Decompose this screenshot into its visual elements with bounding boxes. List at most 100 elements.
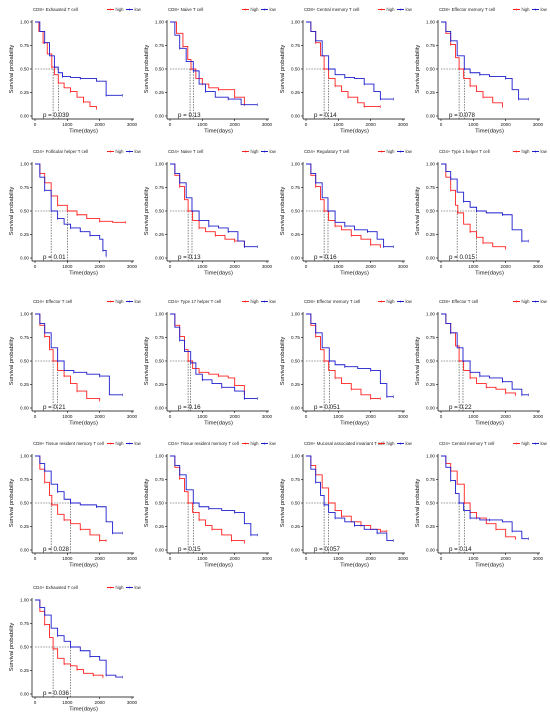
series-high-curve <box>306 22 380 107</box>
x-tick-label: 1000 <box>468 556 479 561</box>
y-tick-label: 0.75 <box>426 335 435 340</box>
legend-low-marker: + <box>534 7 537 13</box>
y-tick-label: 0.75 <box>20 335 29 340</box>
y-tick-label: 1.00 <box>20 598 29 603</box>
legend-high-marker: + <box>244 441 247 447</box>
y-tick-label: 0.50 <box>20 209 29 214</box>
x-tick-label: 3000 <box>262 556 273 561</box>
y-axis-label: Survival probability <box>144 187 150 236</box>
x-tick-label: 1000 <box>468 264 479 269</box>
legend-high-marker: + <box>515 7 518 13</box>
legend-high-label: high <box>522 7 531 12</box>
p-value-label: p = 0.015 <box>449 254 476 261</box>
x-tick-label: 0 <box>440 414 443 419</box>
y-tick-label: 0.00 <box>291 548 300 553</box>
y-tick-label: 0.75 <box>20 621 29 626</box>
legend-high-label: high <box>387 299 396 304</box>
y-tick-label: 0.00 <box>20 406 29 411</box>
legend-high-marker: + <box>515 299 518 305</box>
series-low-curve <box>441 164 528 241</box>
y-tick-label: 0.75 <box>426 477 435 482</box>
y-tick-label: 0.25 <box>426 232 435 237</box>
y-tick-label: 0.00 <box>20 256 29 261</box>
y-tick-label: 0.75 <box>20 43 29 48</box>
x-axis-label: Time(days) <box>340 129 369 135</box>
series-low-curve <box>170 456 257 535</box>
km-plot: CD4+ Exhausted T cell+high+low0.000.250.… <box>6 582 138 712</box>
series-low-curve <box>35 164 106 256</box>
y-tick-label: 0.50 <box>155 209 164 214</box>
legend-high-label: high <box>251 441 260 446</box>
y-tick-label: 0.25 <box>155 232 164 237</box>
x-tick-label: 2000 <box>230 556 241 561</box>
legend-high-label: high <box>387 441 396 446</box>
y-tick-label: 0.50 <box>20 67 29 72</box>
x-tick-label: 0 <box>305 414 308 419</box>
x-tick-label: 1000 <box>62 700 73 705</box>
y-tick-label: 0.75 <box>155 185 164 190</box>
panel-title: CD4+ Type 1 helper T cell <box>439 149 490 154</box>
panel-title: CD8+ Mucosal associated invariant T cell <box>304 441 385 446</box>
panel-title: CD4+ Regulatory T cell <box>304 149 349 154</box>
legend-high-marker: + <box>380 441 383 447</box>
x-tick-label: 2000 <box>230 414 241 419</box>
y-axis-label: Survival probability <box>9 479 15 528</box>
x-tick-label: 0 <box>440 264 443 269</box>
y-tick-label: 0.00 <box>291 406 300 411</box>
x-tick-label: 1000 <box>333 556 344 561</box>
x-tick-label: 0 <box>169 556 172 561</box>
series-high-curve <box>35 22 96 108</box>
legend-low-label: low <box>541 7 548 12</box>
legend-high-marker: + <box>380 299 383 305</box>
y-tick-label: 1.00 <box>155 312 164 317</box>
x-axis-label: Time(days) <box>340 271 369 277</box>
x-tick-label: 3000 <box>398 414 409 419</box>
x-axis-label: Time(days) <box>475 271 504 277</box>
legend-high-marker: + <box>380 7 383 13</box>
series-low-curve <box>306 314 393 397</box>
series-high-curve <box>35 600 103 677</box>
y-tick-label: 0.75 <box>155 43 164 48</box>
panel-title: CD4+ Central memory T cell <box>439 441 494 446</box>
km-plot: CD4+ Naive T cell+high+low0.000.250.500.… <box>141 146 273 276</box>
y-tick-label: 1.00 <box>291 20 300 25</box>
p-value-label: p = 0.078 <box>449 112 476 119</box>
y-tick-label: 0.50 <box>155 67 164 72</box>
legend-low-marker: + <box>399 149 402 155</box>
km-plot: CD8+ Effector T cell+high+low0.000.250.5… <box>412 296 544 426</box>
x-tick-label: 2000 <box>95 264 106 269</box>
x-tick-label: 3000 <box>127 556 138 561</box>
y-tick-label: 0.75 <box>426 185 435 190</box>
p-value-label: p = 0.14 <box>449 546 472 553</box>
km-plot: CD8+ Tissue resident memory T cell+high+… <box>6 438 138 568</box>
series-high-curve <box>306 164 380 247</box>
legend-high-label: high <box>387 149 396 154</box>
p-value-label: p = 0.16 <box>314 254 337 261</box>
legend-low-marker: + <box>263 441 266 447</box>
x-tick-label: 0 <box>34 700 37 705</box>
y-tick-label: 0.75 <box>426 43 435 48</box>
x-axis-label: Time(days) <box>340 563 369 569</box>
legend-high-marker: + <box>109 299 112 305</box>
y-tick-label: 0.00 <box>155 256 164 261</box>
panel-title: CD4+ Naive T cell <box>168 149 203 154</box>
x-tick-label: 0 <box>169 122 172 127</box>
series-high-curve <box>441 456 515 539</box>
y-tick-label: 0.25 <box>20 232 29 237</box>
legend-low-label: low <box>270 299 277 304</box>
x-axis-label: Time(days) <box>475 421 504 427</box>
panel-title: CD4+ Exhausted T cell <box>33 585 78 590</box>
x-tick-label: 1000 <box>333 122 344 127</box>
x-tick-label: 1000 <box>197 414 208 419</box>
y-axis-label: Survival probability <box>9 187 15 236</box>
x-tick-label: 0 <box>440 556 443 561</box>
x-tick-label: 1000 <box>197 264 208 269</box>
